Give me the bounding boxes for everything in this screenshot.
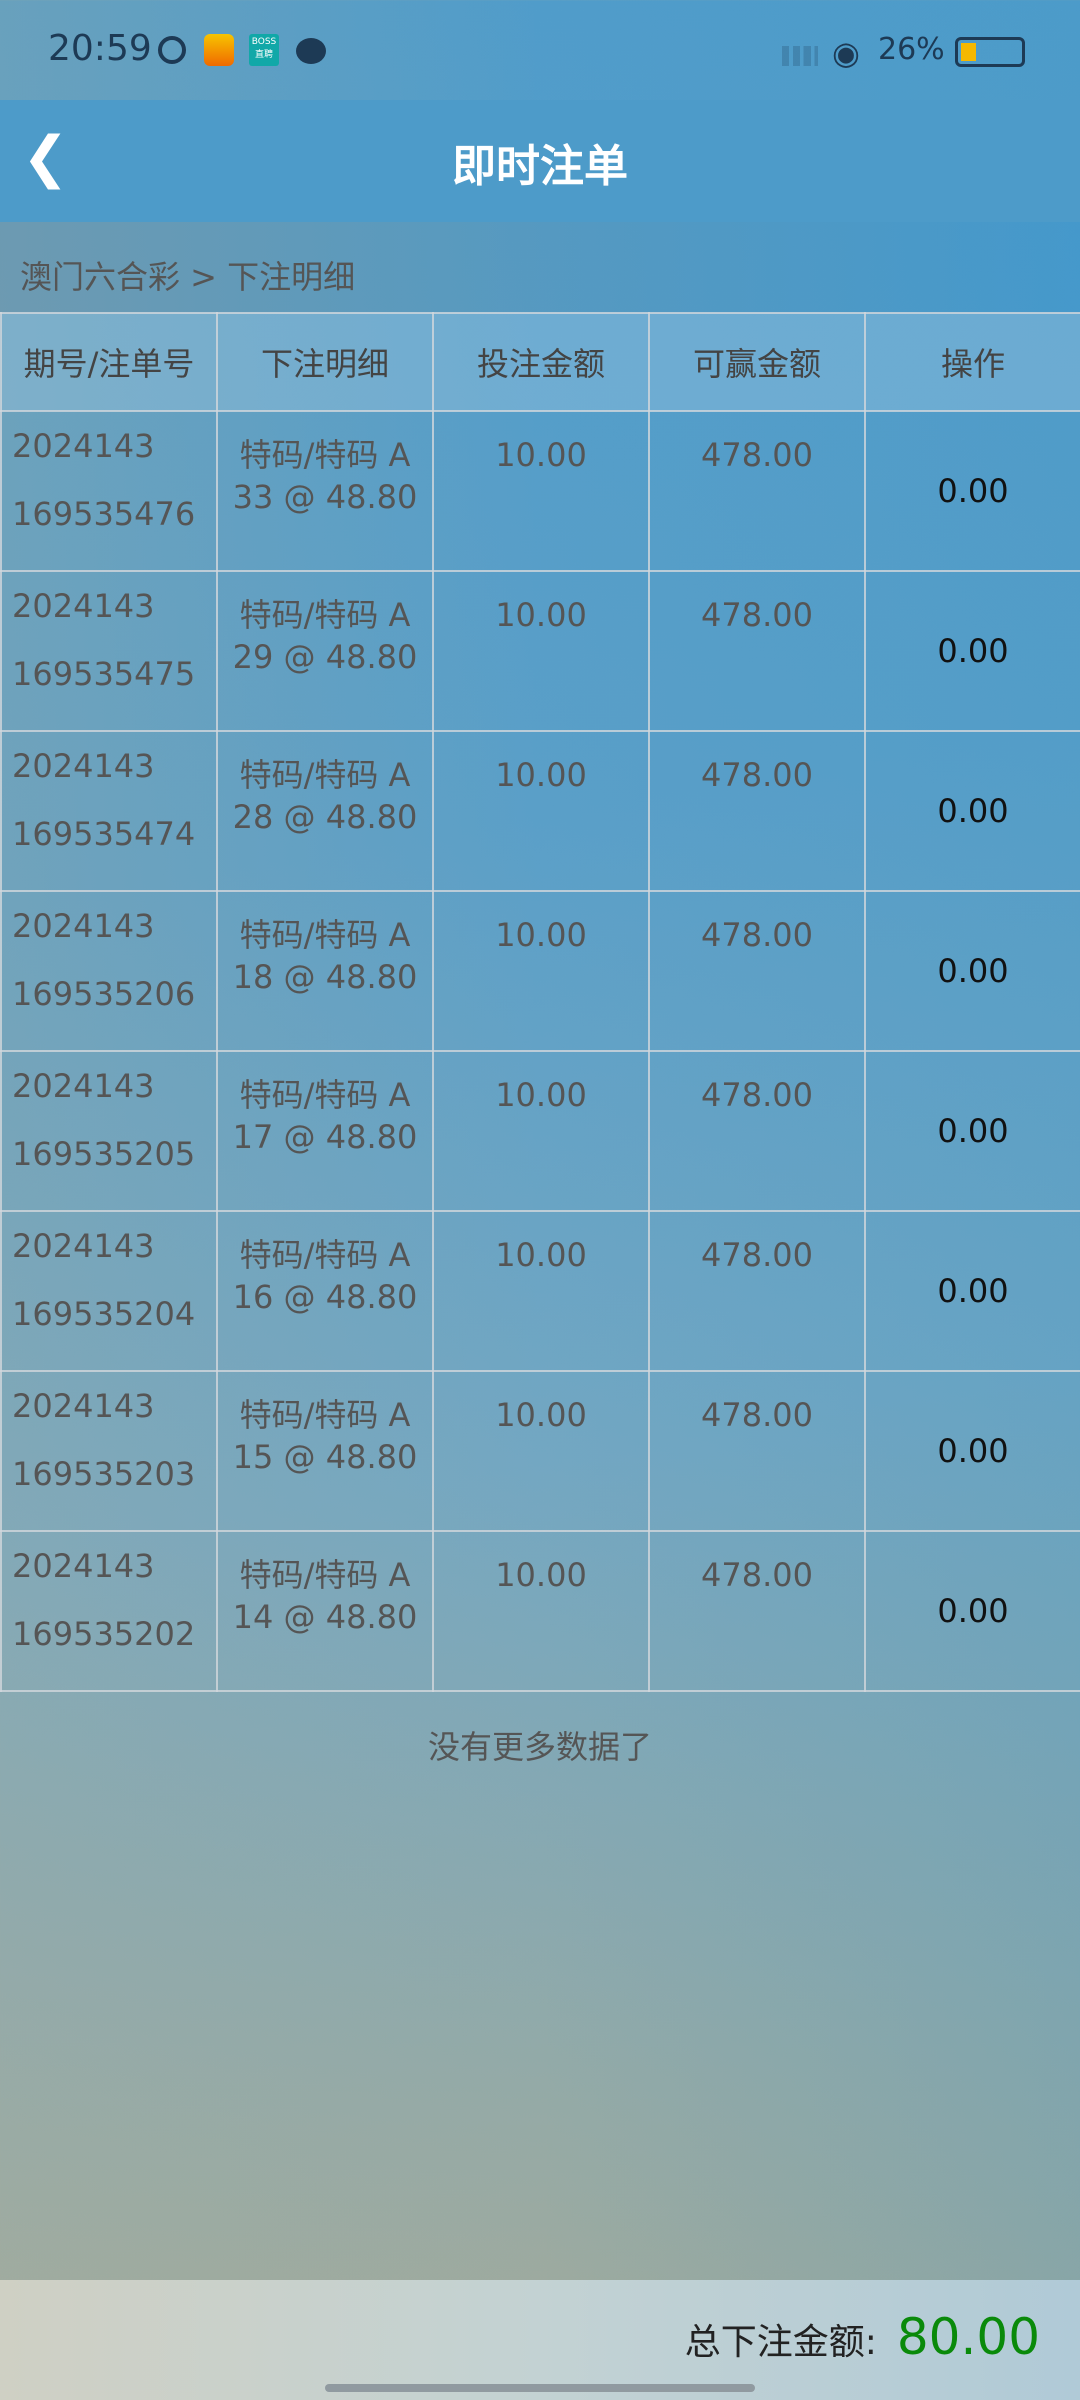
mail-icon xyxy=(204,34,234,66)
page-title: 即时注单 xyxy=(452,141,628,192)
order-number: 169535206 xyxy=(12,975,196,1013)
order-number: 169535475 xyxy=(12,655,196,693)
bet-amount: 10.00 xyxy=(432,1050,650,1212)
win-amount: 478.00 xyxy=(648,1530,866,1692)
status-bar: 20:59 BOSS直聘 ◉ 26% xyxy=(0,0,1080,100)
id-cell: 2024143 169535475 xyxy=(0,570,218,732)
detail-cell: 特码/特码 A 29 @ 48.80 xyxy=(216,570,434,732)
period: 2024143 xyxy=(12,1227,155,1265)
operation-cell: 0.00 xyxy=(864,1530,1080,1692)
bet-table: 期号/注单号 下注明细 投注金额 可赢金额 操作 2024143 169535476 特码… xyxy=(0,312,1080,1692)
column-header: 期号/注单号 xyxy=(0,312,218,412)
operation-cell: 0.00 xyxy=(864,1210,1080,1372)
detail-cell: 特码/特码 A 14 @ 48.80 xyxy=(216,1530,434,1692)
nav-bar: ❮ 即时注单 xyxy=(0,100,1080,222)
id-cell: 2024143 169535202 xyxy=(0,1530,218,1692)
operation-cell: 0.00 xyxy=(864,1050,1080,1212)
table-row[interactable]: 2024143 169535474 特码/特码 A 28 @ 48.80 10.0… xyxy=(0,730,1080,892)
breadcrumb: 澳门六合彩 > 下注明细 xyxy=(0,222,1080,312)
battery-icon xyxy=(955,37,1025,67)
table-row[interactable]: 2024143 169535204 特码/特码 A 16 @ 48.80 10.0… xyxy=(0,1210,1080,1372)
column-header: 投注金额 xyxy=(432,312,650,412)
detail-cell: 特码/特码 A 28 @ 48.80 xyxy=(216,730,434,892)
period: 2024143 xyxy=(12,747,155,785)
table-row[interactable]: 2024143 169535203 特码/特码 A 15 @ 48.80 10.0… xyxy=(0,1370,1080,1532)
detail-cell: 特码/特码 A 16 @ 48.80 xyxy=(216,1210,434,1372)
wifi-icon: ◉ xyxy=(832,34,860,72)
bet-amount: 10.00 xyxy=(432,570,650,732)
operation-cell: 0.00 xyxy=(864,890,1080,1052)
column-header: 下注明细 xyxy=(216,312,434,412)
period: 2024143 xyxy=(12,427,155,465)
id-cell: 2024143 169535474 xyxy=(0,730,218,892)
id-cell: 2024143 169535203 xyxy=(0,1370,218,1532)
detail-cell: 特码/特码 A 18 @ 48.80 xyxy=(216,890,434,1052)
boss-app-icon: BOSS直聘 xyxy=(249,34,279,66)
total-value: 80.00 xyxy=(896,2308,1040,2366)
bet-amount: 10.00 xyxy=(432,890,650,1052)
battery-percent: 26% xyxy=(878,32,945,67)
column-header: 操作 xyxy=(864,312,1080,412)
win-amount: 478.00 xyxy=(648,1210,866,1372)
id-cell: 2024143 169535204 xyxy=(0,1210,218,1372)
win-amount: 478.00 xyxy=(648,1050,866,1212)
order-number: 169535205 xyxy=(12,1135,196,1173)
win-amount: 478.00 xyxy=(648,890,866,1052)
no-more-data-text: 没有更多数据了 xyxy=(427,1728,652,1766)
table-row[interactable]: 2024143 169535206 特码/特码 A 18 @ 48.80 10.0… xyxy=(0,890,1080,1052)
period: 2024143 xyxy=(12,1547,155,1585)
id-cell: 2024143 169535205 xyxy=(0,1050,218,1212)
bet-amount: 10.00 xyxy=(432,1530,650,1692)
period: 2024143 xyxy=(12,587,155,625)
status-time: 20:59 xyxy=(48,28,152,69)
operation-cell: 0.00 xyxy=(864,730,1080,892)
table-row[interactable]: 2024143 169535202 特码/特码 A 14 @ 48.80 10.0… xyxy=(0,1530,1080,1692)
operation-cell: 0.00 xyxy=(864,410,1080,572)
wechat-icon xyxy=(296,38,326,64)
period: 2024143 xyxy=(12,1387,155,1425)
order-number: 169535474 xyxy=(12,815,196,853)
total-label: 总下注金额: xyxy=(684,2322,877,2363)
home-indicator[interactable] xyxy=(325,2384,755,2392)
play-icon xyxy=(158,36,186,64)
win-amount: 478.00 xyxy=(648,1370,866,1532)
order-number: 169535202 xyxy=(12,1615,196,1653)
back-button[interactable]: ❮ xyxy=(22,125,69,190)
bet-amount: 10.00 xyxy=(432,1370,650,1532)
table-row[interactable]: 2024143 169535476 特码/特码 A 33 @ 48.80 10.0… xyxy=(0,410,1080,572)
order-number: 169535204 xyxy=(12,1295,196,1333)
footer: 总下注金额: 80.00 xyxy=(0,2280,1080,2400)
bet-amount: 10.00 xyxy=(432,410,650,572)
win-amount: 478.00 xyxy=(648,570,866,732)
id-cell: 2024143 169535206 xyxy=(0,890,218,1052)
period: 2024143 xyxy=(12,907,155,945)
table-row[interactable]: 2024143 169535205 特码/特码 A 17 @ 48.80 10.0… xyxy=(0,1050,1080,1212)
bet-amount: 10.00 xyxy=(432,730,650,892)
win-amount: 478.00 xyxy=(648,410,866,572)
id-cell: 2024143 169535476 xyxy=(0,410,218,572)
operation-cell: 0.00 xyxy=(864,570,1080,732)
detail-cell: 特码/特码 A 15 @ 48.80 xyxy=(216,1370,434,1532)
signal-icon xyxy=(782,46,818,66)
order-number: 169535203 xyxy=(12,1455,196,1493)
bet-amount: 10.00 xyxy=(432,1210,650,1372)
detail-cell: 特码/特码 A 33 @ 48.80 xyxy=(216,410,434,572)
period: 2024143 xyxy=(12,1067,155,1105)
order-number: 169535476 xyxy=(12,495,196,533)
win-amount: 478.00 xyxy=(648,730,866,892)
detail-cell: 特码/特码 A 17 @ 48.80 xyxy=(216,1050,434,1212)
table-row[interactable]: 2024143 169535475 特码/特码 A 29 @ 48.80 10.0… xyxy=(0,570,1080,732)
operation-cell: 0.00 xyxy=(864,1370,1080,1532)
column-header: 可赢金额 xyxy=(648,312,866,412)
